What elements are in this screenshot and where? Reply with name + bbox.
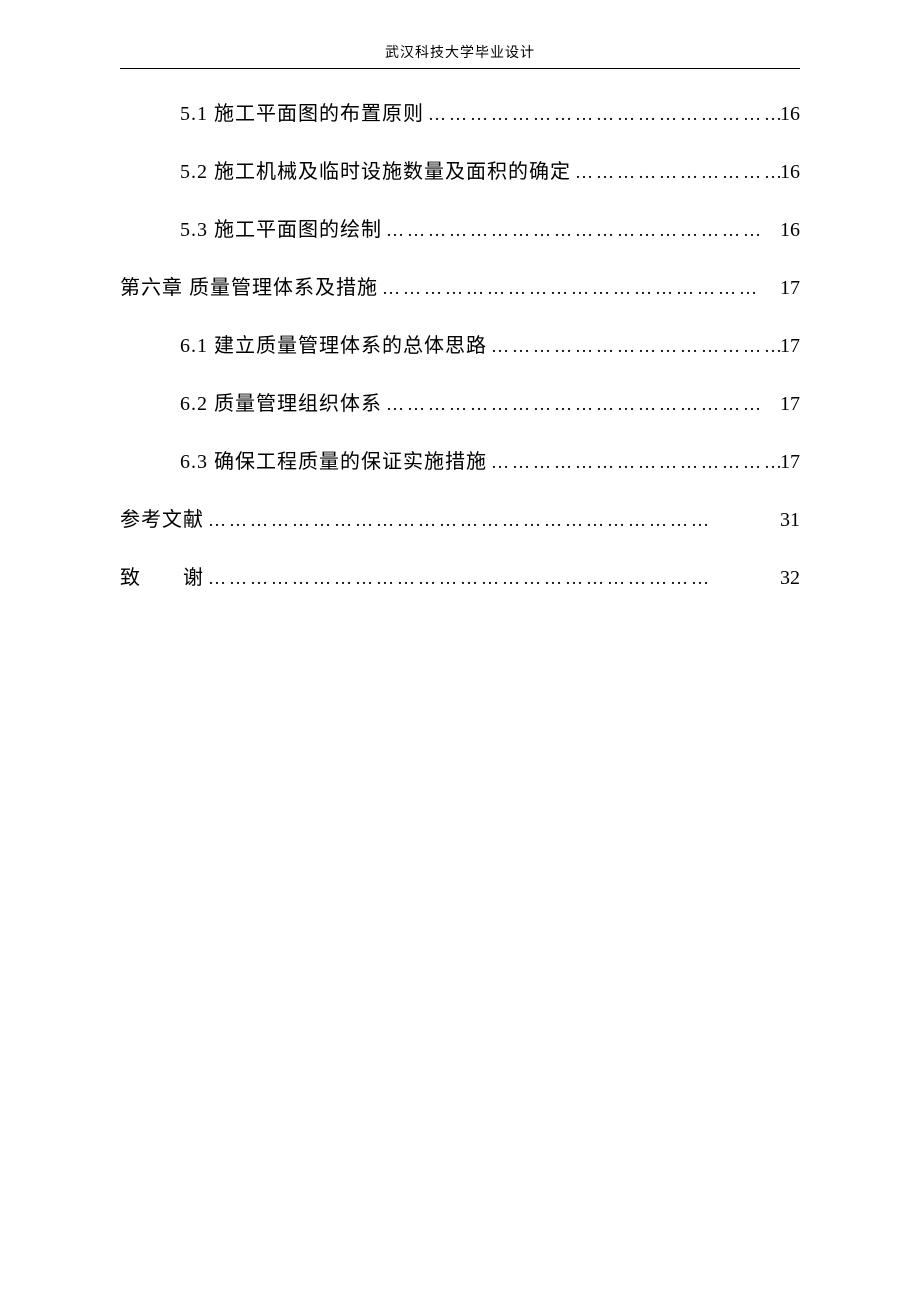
toc-leader: ……………………………………………… bbox=[487, 452, 780, 473]
toc-page-number: 17 bbox=[780, 393, 800, 416]
toc-label: 5.1 施工平面图的布置原则 bbox=[180, 97, 424, 126]
toc-entry: 5.1 施工平面图的布置原则 ……………………………………………… 16 bbox=[120, 97, 800, 126]
toc-page-number: 16 bbox=[780, 103, 800, 126]
toc-entry: 参考文献 ……………………………………………………………… 31 bbox=[120, 503, 800, 532]
toc-page-number: 17 bbox=[780, 335, 800, 358]
toc-entry: 5.3 施工平面图的绘制 ……………………………………………… 16 bbox=[120, 213, 800, 242]
toc-leader: ……………………………………………………………… bbox=[204, 510, 780, 531]
toc-leader: ……………………………………………… bbox=[378, 278, 780, 299]
toc-leader: ……………………………………………… bbox=[382, 220, 780, 241]
page-header-title: 武汉科技大学毕业设计 bbox=[0, 0, 920, 68]
toc-label: 参考文献 bbox=[120, 503, 204, 532]
toc-page-number: 32 bbox=[780, 567, 800, 590]
toc-page-number: 17 bbox=[780, 277, 800, 300]
toc-page-number: 17 bbox=[780, 451, 800, 474]
toc-content: 5.1 施工平面图的布置原则 ……………………………………………… 16 5.2… bbox=[0, 69, 920, 590]
toc-entry: 第六章 质量管理体系及措施 ……………………………………………… 17 bbox=[120, 271, 800, 300]
toc-label: 6.3 确保工程质量的保证实施措施 bbox=[180, 445, 487, 474]
toc-leader: ……………………………………………… bbox=[487, 336, 780, 357]
toc-label: 5.3 施工平面图的绘制 bbox=[180, 213, 382, 242]
toc-label: 第六章 质量管理体系及措施 bbox=[120, 271, 378, 300]
toc-leader: ……………………………………………………………… bbox=[204, 568, 780, 589]
toc-entry: 5.2 施工机械及临时设施数量及面积的确定 ………………………………………………… bbox=[120, 155, 800, 184]
toc-page-number: 16 bbox=[780, 219, 800, 242]
toc-label: 5.2 施工机械及临时设施数量及面积的确定 bbox=[180, 155, 571, 184]
toc-entry: 致 谢 ……………………………………………………………… 32 bbox=[120, 561, 800, 590]
toc-page-number: 31 bbox=[780, 509, 800, 532]
toc-label: 6.1 建立质量管理体系的总体思路 bbox=[180, 329, 487, 358]
toc-label: 致 谢 bbox=[120, 561, 204, 590]
toc-leader: ……………………………………………… bbox=[382, 394, 780, 415]
toc-entry: 6.3 确保工程质量的保证实施措施 ……………………………………………… 17 bbox=[120, 445, 800, 474]
toc-leader: ……………………………………………… bbox=[424, 104, 780, 125]
toc-entry: 6.2 质量管理组织体系 ……………………………………………… 17 bbox=[120, 387, 800, 416]
toc-leader: ……………………………………………… bbox=[571, 162, 780, 183]
toc-page-number: 16 bbox=[780, 161, 800, 184]
toc-label: 6.2 质量管理组织体系 bbox=[180, 387, 382, 416]
toc-entry: 6.1 建立质量管理体系的总体思路 ……………………………………………… 17 bbox=[120, 329, 800, 358]
